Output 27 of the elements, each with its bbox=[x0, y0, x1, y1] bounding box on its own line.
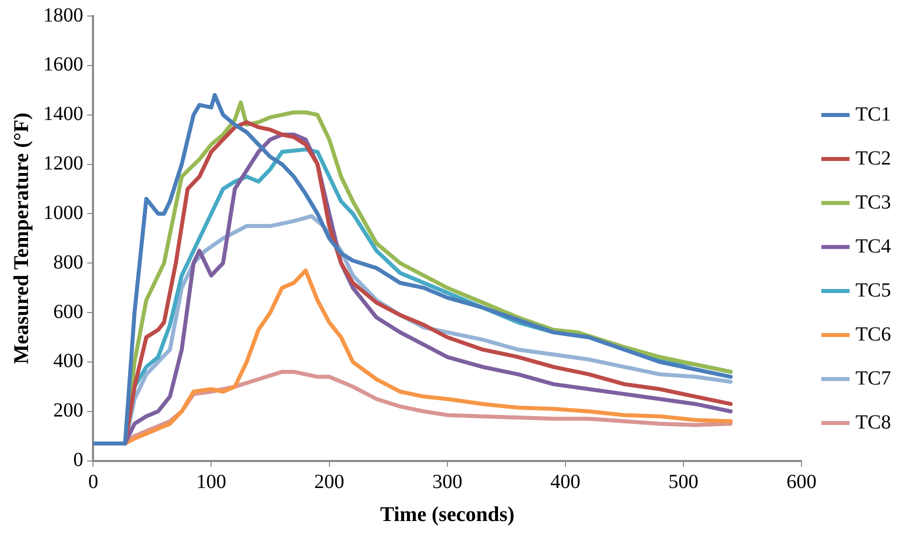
x-tick-label: 0 bbox=[88, 471, 98, 494]
y-axis-title: Measured Temperature (°F) bbox=[9, 112, 34, 364]
legend-label: TC1 bbox=[855, 103, 892, 126]
x-tick-label: 100 bbox=[196, 471, 226, 494]
y-tick-label: 200 bbox=[53, 400, 84, 422]
legend-label: TC2 bbox=[855, 147, 892, 170]
y-tick-label: 1200 bbox=[43, 152, 84, 175]
y-tick-label: 1600 bbox=[43, 54, 84, 76]
legend-label: TC3 bbox=[855, 191, 892, 214]
legend-label: TC8 bbox=[855, 411, 892, 434]
x-tick-label: 200 bbox=[314, 471, 344, 494]
y-tick-label: 0 bbox=[73, 449, 84, 472]
y-tick-label: 1400 bbox=[43, 103, 84, 126]
x-axis-title: Time (seconds) bbox=[380, 502, 515, 526]
y-tick-label: 400 bbox=[53, 350, 84, 372]
x-tick-label: 600 bbox=[786, 471, 816, 494]
legend-label: TC4 bbox=[855, 235, 892, 258]
y-tick-label: 800 bbox=[53, 251, 84, 274]
y-tick-label: 1800 bbox=[43, 4, 84, 26]
x-tick-label: 500 bbox=[668, 471, 698, 494]
legend-label: TC5 bbox=[855, 279, 892, 302]
y-tick-label: 600 bbox=[53, 300, 84, 323]
legend-label: TC6 bbox=[855, 323, 892, 346]
y-tick-label: 1000 bbox=[43, 202, 84, 224]
x-tick-label: 300 bbox=[432, 471, 462, 494]
x-tick-label: 400 bbox=[550, 471, 580, 494]
legend-label: TC7 bbox=[855, 367, 892, 390]
